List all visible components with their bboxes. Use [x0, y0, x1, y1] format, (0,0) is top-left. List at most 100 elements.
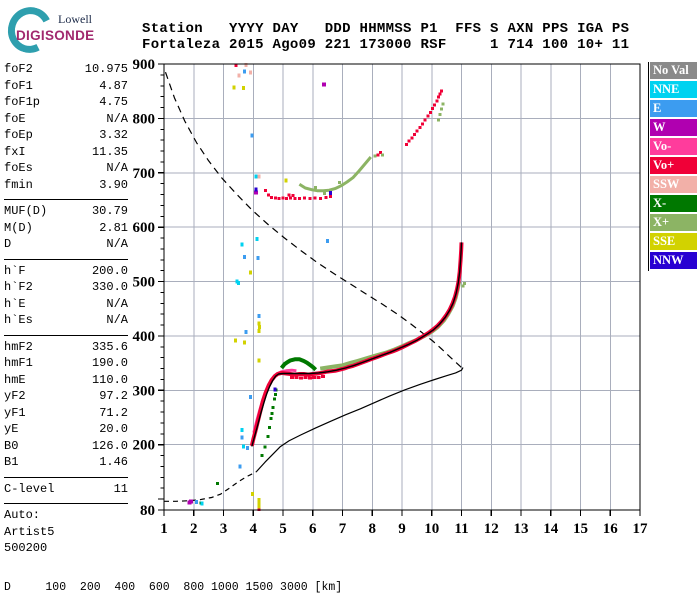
svg-text:80: 80 [140, 503, 155, 519]
digisonde-logo: Lowell DIGISONDE [1, 1, 126, 59]
param-value: 11.35 [91, 144, 128, 159]
param-divider [4, 330, 128, 336]
param-label: h`F2 [4, 280, 33, 294]
series-O-trace-Vo-minus [252, 368, 297, 434]
parameter-panel: foF2 10.975 foF1 4.87 foF1p 4.75 foE N/A foEp 3.3… [4, 62, 128, 558]
param-value: N/A [106, 237, 128, 251]
series-hop2-O-echoes [234, 64, 443, 511]
param-value: N/A [106, 296, 128, 311]
param-value: 3.90 [99, 177, 128, 192]
series-hop2-X-trace [298, 156, 372, 193]
param-value: 4.87 [99, 78, 128, 93]
svg-text:400: 400 [133, 329, 156, 345]
svg-text:1: 1 [160, 521, 168, 537]
series-O-plateau-underside [289, 375, 326, 380]
param-value: 3.32 [99, 128, 128, 142]
svg-text:800: 800 [133, 111, 156, 127]
svg-text:3: 3 [220, 521, 228, 537]
param-value: N/A [106, 161, 128, 175]
param-value: 4.75 [99, 95, 128, 109]
svg-text:6: 6 [309, 521, 317, 537]
series-noise-NNW [254, 187, 333, 392]
param-value: 330.0 [91, 280, 128, 294]
svg-text:300: 300 [133, 383, 156, 399]
param-row-he: h`E N/A [4, 297, 128, 314]
series-X-plus-trace [319, 281, 462, 371]
param-row-fof2: foF2 10.975 [4, 62, 128, 79]
param-label: fxI [4, 144, 26, 159]
param-label: yF1 [4, 405, 26, 420]
param-label: foE [4, 111, 26, 126]
svg-text:500: 500 [133, 275, 156, 291]
param-row-auto: Auto: [4, 508, 128, 525]
param-label: yF2 [4, 389, 26, 403]
logo-digisonde: DIGISONDE [16, 28, 95, 43]
param-row-hf: h`F 200.0 [4, 264, 128, 281]
series-transmission-curve-MUF [164, 72, 462, 368]
param-label: 500200 [4, 541, 48, 555]
param-row-hmf1: hmF1 190.0 [4, 356, 128, 373]
param-row-fof1: foF1 4.87 [4, 79, 128, 96]
param-value: 30.79 [91, 204, 128, 218]
param-value: 335.6 [91, 339, 128, 354]
legend-item-nne: NNE [650, 81, 697, 98]
param-row-artist5: Artist5 [4, 525, 128, 542]
legend-item-sse: SSE [650, 233, 697, 250]
param-label: D [4, 237, 12, 251]
legend-item-ssw: SSW [650, 176, 697, 193]
param-label: C-level [4, 481, 55, 496]
param-label: h`F [4, 263, 26, 278]
param-row-hes: h`Es N/A [4, 313, 128, 330]
svg-text:700: 700 [133, 166, 156, 182]
legend-item-w: W [650, 119, 697, 136]
param-label: foF1p [4, 95, 41, 109]
param-value: 10.975 [84, 62, 128, 76]
legend-item-noval: No Val [650, 62, 697, 79]
param-label: hmF2 [4, 339, 33, 354]
param-row-yf1: yF1 71.2 [4, 406, 128, 423]
series-X-minus-strays [199, 388, 278, 505]
svg-text:15: 15 [573, 521, 588, 537]
param-label: MUF(D) [4, 204, 48, 218]
param-value: N/A [106, 313, 128, 327]
svg-text:16: 16 [603, 521, 619, 537]
param-row-d: D N/A [4, 237, 128, 254]
param-value: 126.0 [91, 438, 128, 453]
param-row-fmin: fmin 3.90 [4, 178, 128, 195]
param-value: 97.2 [99, 389, 128, 403]
svg-text:11: 11 [454, 521, 468, 537]
param-value: 110.0 [91, 372, 128, 387]
param-label: foEp [4, 128, 33, 142]
series-noise-E [195, 69, 330, 504]
param-row-clevel: C-level 11 [4, 482, 128, 499]
param-row-fof1p: foF1p 4.75 [4, 95, 128, 112]
param-value: 190.0 [91, 356, 128, 370]
param-label: h`E [4, 296, 26, 311]
legend-item-e: E [650, 100, 697, 117]
param-row-mufd: MUF(D) 30.79 [4, 204, 128, 221]
series-noise-SSW [237, 63, 261, 179]
param-row-yf2: yF2 97.2 [4, 389, 128, 406]
param-label: B0 [4, 438, 19, 453]
svg-text:17: 17 [633, 521, 649, 537]
param-divider [4, 194, 128, 200]
legend: No Val NNE E W Vo- Vo+ SSW X- X+ SSE NNW [648, 62, 700, 271]
svg-text:8: 8 [369, 521, 377, 537]
param-label: Auto: [4, 508, 41, 522]
legend-item-nnw: NNW [650, 252, 697, 269]
param-divider [4, 472, 128, 478]
param-label: hmE [4, 372, 26, 387]
param-row-500200: 500200 [4, 541, 128, 558]
header-block: Station YYYY DAY DDD HHMMSS P1 FFS S AXN… [142, 21, 629, 53]
svg-text:200: 200 [133, 438, 156, 454]
grid-layer [164, 64, 640, 510]
series-profile-extrapolated [164, 471, 257, 502]
svg-text:900: 900 [133, 57, 156, 73]
legend-item-vo: Vo+ [650, 157, 697, 174]
svg-text:12: 12 [484, 521, 499, 537]
header-line1: Station YYYY DAY DDD HHMMSS P1 FFS S AXN… [142, 21, 630, 37]
param-row-hmf2: hmF2 335.6 [4, 340, 128, 357]
param-divider [4, 254, 128, 260]
svg-text:13: 13 [514, 521, 529, 537]
